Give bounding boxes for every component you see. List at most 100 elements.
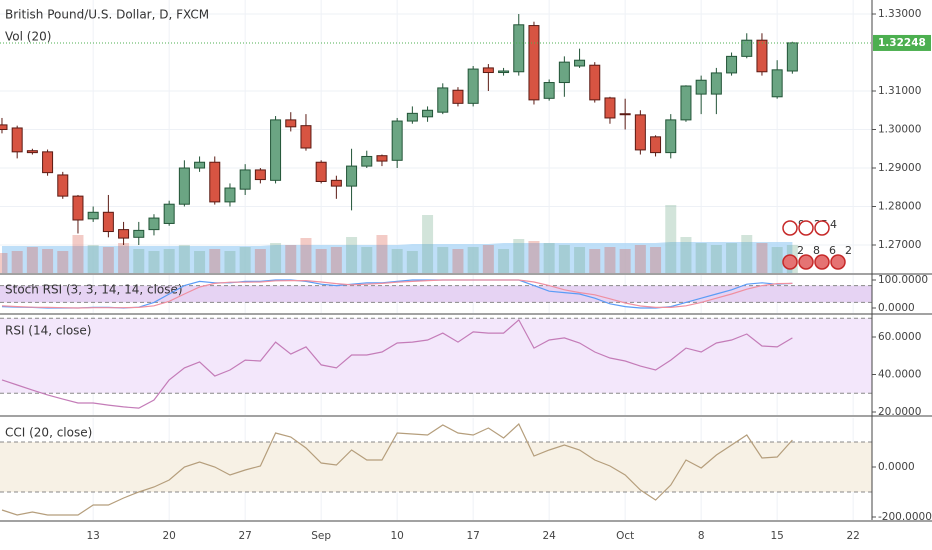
y-tick-label: 1.30000	[878, 124, 921, 136]
candle-body	[118, 229, 130, 239]
candle-body	[346, 165, 358, 187]
pane-title: CCI (20, close)	[5, 426, 92, 440]
indicator-line	[1, 318, 793, 409]
x-tick-label: 27	[238, 530, 251, 542]
volume-bar	[346, 237, 358, 273]
candle-body	[634, 114, 646, 151]
y-tick-label: 0.0000	[878, 461, 915, 473]
event-icon	[814, 220, 830, 236]
volume-bar	[254, 249, 266, 273]
volume-bar	[72, 235, 84, 273]
x-tick-label: 15	[770, 530, 783, 542]
volume-bar	[695, 243, 707, 273]
volume-bar	[57, 251, 69, 273]
candle-body	[270, 119, 282, 181]
candle-body	[543, 82, 555, 99]
x-tick-label: Sep	[311, 530, 331, 542]
candle-body	[57, 174, 69, 197]
x-tick-label: 8	[698, 530, 705, 542]
candle-body	[710, 72, 722, 95]
y-tick-label: -200.0000	[878, 511, 932, 523]
volume-bar	[634, 245, 646, 273]
volume-bar	[300, 238, 312, 273]
candle-body	[148, 217, 160, 231]
y-tick-label: 60.0000	[878, 331, 921, 343]
volume-bar	[543, 243, 555, 273]
candle-body	[589, 64, 601, 101]
candle-body	[452, 89, 464, 104]
volume-bar	[665, 205, 677, 273]
pane-title: Stoch RSI (3, 3, 14, 14, close)	[5, 283, 183, 297]
x-tick-label: 22	[846, 530, 859, 542]
candle-body	[695, 79, 707, 95]
y-tick-label: 40.0000	[878, 369, 921, 381]
candle-body	[285, 119, 297, 128]
volume-bar	[710, 245, 722, 273]
volume-bar	[680, 237, 692, 273]
candle-body	[391, 120, 403, 161]
volume-bar	[422, 215, 434, 273]
x-tick-label: 13	[86, 530, 99, 542]
candle-body	[604, 97, 616, 119]
volume-bar	[513, 239, 525, 273]
volume-title: Vol (20)	[5, 30, 51, 44]
event-count: 2	[797, 244, 804, 257]
indicator-line	[1, 279, 793, 309]
volume-bar	[604, 247, 616, 273]
volume-bar	[209, 249, 221, 273]
candle-body	[756, 39, 768, 73]
event-count: 4	[830, 218, 837, 231]
x-tick-label: Oct	[616, 530, 634, 542]
last-price-label: 1.32248	[878, 37, 926, 49]
volume-bar	[589, 249, 601, 273]
volume-bar	[87, 245, 99, 273]
candle-body	[619, 113, 631, 116]
volume-bar	[330, 247, 342, 273]
candle-body	[498, 70, 510, 74]
candle-body	[650, 136, 662, 154]
candle-body	[315, 161, 327, 182]
candle-body	[482, 67, 494, 74]
candle-body	[741, 39, 753, 57]
candle-body	[771, 69, 783, 98]
volume-bar	[528, 241, 540, 273]
volume-bar	[558, 245, 570, 273]
candle-body	[239, 169, 251, 190]
band-fill	[0, 442, 872, 492]
band-fill	[0, 285, 872, 303]
y-tick-label: 0.0000	[878, 302, 915, 314]
volume-bar	[452, 249, 464, 273]
volume-bar	[619, 249, 631, 273]
volume-bar	[0, 253, 8, 273]
candle-body	[726, 55, 738, 74]
volume-bar	[285, 245, 297, 273]
event-count: 8	[813, 244, 820, 257]
last-price-box	[873, 34, 931, 51]
candle-body	[42, 151, 54, 174]
volume-bar	[756, 243, 768, 273]
event-count: 2	[845, 244, 852, 257]
candle-body	[558, 61, 570, 84]
volume-bar	[741, 235, 753, 273]
candle-body	[300, 125, 312, 149]
volume-bar	[361, 247, 373, 273]
candle-body	[72, 195, 84, 221]
y-tick-label: 100.0000	[878, 274, 928, 286]
candle-body	[194, 161, 206, 169]
candle-body	[376, 155, 388, 162]
volume-bar	[194, 251, 206, 273]
candle-body	[87, 211, 99, 220]
candle-body	[224, 187, 236, 203]
candle-body	[330, 179, 342, 187]
volume-bar	[498, 249, 510, 273]
candle-body	[665, 119, 677, 154]
candle-body	[786, 42, 798, 72]
volume-bar	[178, 245, 190, 273]
event-icon	[798, 220, 814, 236]
volume-bar	[482, 245, 494, 273]
volume-bar	[467, 247, 479, 273]
volume-bar	[102, 247, 114, 273]
volume-bar	[148, 251, 160, 273]
volume-bar	[42, 249, 54, 273]
volume-bar	[315, 249, 327, 273]
